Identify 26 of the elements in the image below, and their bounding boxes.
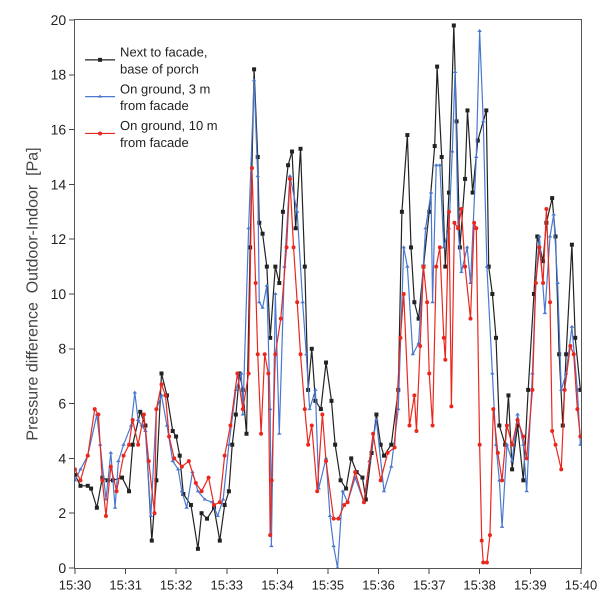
y-tick-label: 0: [58, 560, 66, 576]
legend-label: On ground, 10 m from facade: [120, 118, 218, 150]
y-tick-label: 10: [50, 286, 66, 302]
x-tick-label: 15:34: [261, 578, 294, 593]
y-tick-label: 6: [58, 396, 66, 412]
y-axis-title: Pressure difference Outdoor-Indoor [Pa]: [24, 147, 42, 441]
x-tick-label: 15:40: [564, 578, 598, 593]
x-tick-label: 15:37: [412, 578, 446, 593]
y-tick-label: 4: [58, 450, 66, 466]
x-tick-label: 15:33: [210, 578, 244, 593]
legend-label: Next to facade, base of porch: [120, 44, 208, 76]
y-tick-label: 14: [50, 176, 66, 192]
x-tick-label: 15:38: [463, 578, 496, 593]
y-tick-label: 8: [58, 340, 66, 357]
y-tick-label: 2: [58, 505, 66, 522]
y-tick-label: 18: [50, 66, 66, 83]
x-tick-label: 15:30: [58, 578, 92, 593]
x-tick-label: 15:31: [109, 578, 142, 593]
x-tick-label: 15:39: [514, 578, 547, 593]
x-tick-label: 15:35: [312, 578, 344, 593]
x-tick-label: 15:32: [160, 578, 192, 593]
y-tick-label: 12: [50, 231, 66, 248]
legend-label: On ground, 3 m from facade: [120, 81, 210, 114]
y-tick-label: 16: [50, 122, 66, 138]
x-tick-label: 15:36: [362, 578, 395, 593]
y-tick-label: 20: [50, 12, 66, 28]
